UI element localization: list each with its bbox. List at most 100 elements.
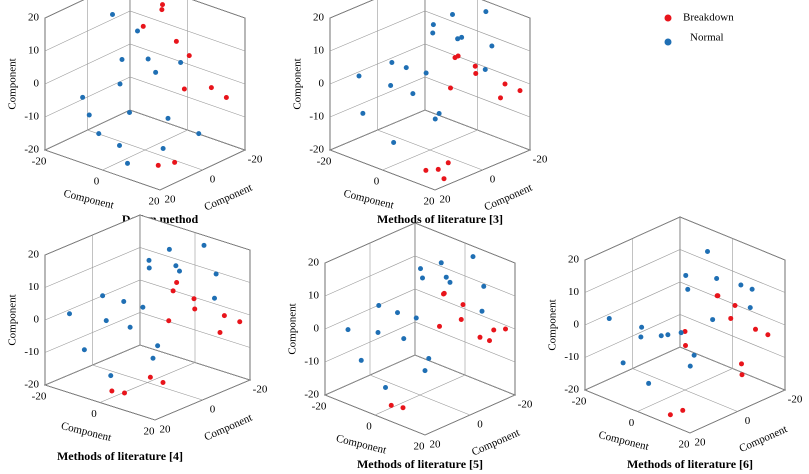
grid-line bbox=[324, 222, 516, 264]
z-tick-label: 0 bbox=[314, 323, 320, 335]
grid-line bbox=[324, 255, 516, 297]
point bbox=[119, 57, 125, 62]
point bbox=[685, 286, 691, 292]
point bbox=[437, 323, 442, 329]
y-axis-label: Component bbox=[470, 427, 522, 459]
point bbox=[413, 315, 419, 321]
point bbox=[212, 295, 217, 301]
x-tick-label: 20 bbox=[144, 426, 156, 438]
z-tick-label: -10 bbox=[304, 356, 319, 368]
point bbox=[153, 69, 159, 75]
point bbox=[678, 330, 684, 336]
y-tick-label: 20 bbox=[165, 194, 177, 206]
point bbox=[401, 336, 407, 342]
z-tick-label: 20 bbox=[28, 249, 40, 261]
z-tick-label: -20 bbox=[564, 384, 579, 396]
legend-swatch bbox=[664, 38, 672, 46]
point bbox=[140, 304, 146, 310]
z-tick-label: 10 bbox=[308, 290, 320, 302]
point bbox=[426, 356, 432, 361]
point bbox=[159, 7, 165, 13]
grid-line bbox=[44, 344, 251, 386]
y-tick-label: 20 bbox=[160, 424, 172, 436]
point bbox=[155, 162, 161, 168]
z-tick-label: 10 bbox=[28, 45, 40, 57]
point bbox=[358, 357, 364, 363]
point bbox=[191, 296, 197, 302]
x-tick-label: -20 bbox=[32, 391, 47, 403]
grid-line bbox=[44, 312, 251, 353]
chart-caption: Methods of literature [6] bbox=[627, 457, 753, 471]
z-tick-label: -10 bbox=[24, 111, 39, 123]
point bbox=[438, 260, 444, 266]
point bbox=[455, 36, 461, 42]
z-tick-label: 0 bbox=[319, 78, 325, 90]
grid-line bbox=[584, 249, 786, 293]
z-axis-label: Component bbox=[547, 299, 559, 350]
y-tick-label: -20 bbox=[248, 154, 263, 166]
grid-line bbox=[44, 214, 251, 256]
point bbox=[483, 9, 489, 15]
point bbox=[646, 380, 652, 386]
grid-line bbox=[329, 0, 531, 19]
point bbox=[482, 67, 488, 72]
x-tick-label: -20 bbox=[317, 156, 332, 168]
point bbox=[489, 43, 495, 49]
y-tick-label: 0 bbox=[745, 415, 751, 427]
point bbox=[403, 65, 409, 71]
point bbox=[458, 317, 464, 322]
point bbox=[165, 115, 171, 121]
grid-line bbox=[44, 76, 246, 118]
point bbox=[103, 318, 109, 324]
grid-line bbox=[44, 247, 251, 288]
point bbox=[217, 330, 223, 335]
point bbox=[223, 95, 229, 100]
z-tick-label: 0 bbox=[34, 314, 40, 326]
grid-line bbox=[324, 354, 516, 396]
point bbox=[472, 63, 478, 69]
z-axis-label: Component bbox=[7, 58, 19, 109]
point bbox=[680, 407, 686, 413]
point bbox=[739, 372, 745, 378]
y-tick-label: 0 bbox=[477, 419, 483, 431]
point bbox=[391, 140, 397, 145]
point bbox=[174, 280, 180, 285]
point bbox=[166, 318, 172, 324]
point bbox=[192, 306, 198, 312]
point bbox=[473, 71, 479, 76]
point bbox=[445, 160, 451, 166]
point bbox=[125, 160, 130, 166]
x-tick-label: -20 bbox=[572, 396, 587, 408]
point bbox=[196, 131, 202, 137]
point bbox=[481, 283, 487, 289]
point bbox=[443, 274, 449, 280]
point bbox=[135, 28, 140, 34]
grid-line bbox=[584, 346, 786, 391]
z-axis-label: Component bbox=[292, 58, 304, 109]
point bbox=[682, 329, 688, 334]
z-tick-label: 20 bbox=[313, 12, 325, 24]
point bbox=[80, 94, 86, 100]
y-tick-label: 20 bbox=[430, 439, 442, 451]
legend-label: Breakdown bbox=[683, 12, 734, 24]
point bbox=[691, 352, 697, 358]
point bbox=[395, 310, 400, 316]
x-tick-label: 0 bbox=[374, 176, 380, 188]
point bbox=[389, 60, 395, 65]
x-tick-label: 20 bbox=[679, 439, 691, 451]
z-tick-label: -20 bbox=[309, 144, 324, 156]
point bbox=[430, 30, 436, 36]
point bbox=[208, 85, 214, 91]
point bbox=[160, 2, 165, 8]
point bbox=[658, 333, 664, 339]
point bbox=[430, 22, 436, 28]
y-axis-label: Component bbox=[482, 182, 534, 214]
point bbox=[186, 53, 192, 59]
x-axis-label: Component bbox=[342, 188, 395, 212]
point bbox=[432, 116, 438, 122]
point bbox=[418, 266, 423, 272]
point bbox=[441, 176, 447, 182]
grid-line bbox=[44, 10, 246, 52]
point bbox=[213, 271, 219, 277]
